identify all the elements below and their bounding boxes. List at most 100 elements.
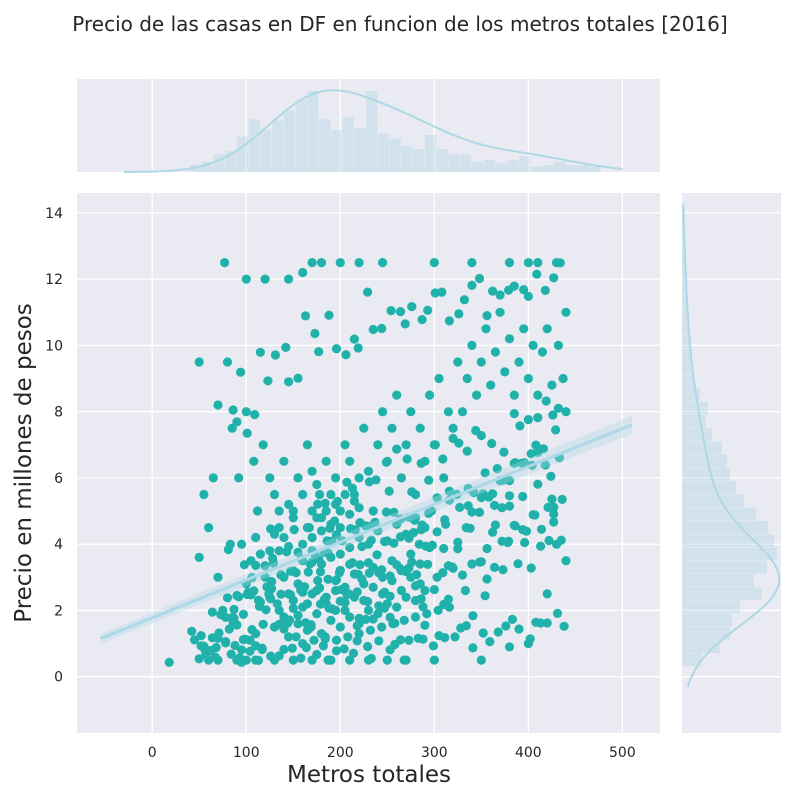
scatter-point (316, 258, 327, 268)
scatter-point (551, 425, 561, 435)
scatter-point (457, 407, 468, 417)
scatter-point (467, 258, 477, 268)
scatter-point (468, 611, 478, 621)
marginal-x-bar (260, 129, 272, 172)
scatter-point (205, 645, 216, 656)
scatter-point (318, 641, 328, 651)
scatter-point (340, 605, 350, 616)
scatter-point (392, 390, 402, 400)
scatter-point (334, 568, 344, 578)
marginal-x-bar (354, 127, 366, 172)
scatter-point (287, 643, 297, 653)
scatter-point (322, 536, 332, 546)
scatter-point (429, 585, 439, 595)
scatter-point (482, 311, 492, 321)
scatter-point (382, 456, 392, 466)
y-tick-label: 8 (54, 405, 63, 421)
scatter-point (439, 473, 449, 483)
scatter-point (514, 357, 524, 367)
scatter-point (326, 615, 336, 626)
scatter-point (520, 458, 530, 468)
scatter-point (509, 281, 519, 291)
scatter-point (523, 373, 534, 384)
scatter-point (454, 309, 464, 319)
scatter-point (250, 410, 260, 420)
scatter-point (381, 507, 391, 517)
scatter-point (423, 305, 433, 315)
marginal-y-bar (682, 467, 730, 481)
scatter-point (242, 428, 252, 438)
marginal-x-bar (213, 154, 225, 172)
scatter-point (237, 645, 247, 655)
marginal-y-bar (682, 547, 777, 561)
scatter-point (420, 456, 430, 466)
scatter-point (228, 405, 238, 415)
scatter-point (472, 390, 482, 400)
scatter-point (462, 446, 472, 456)
scatter-point (218, 605, 228, 616)
scatter-point (293, 619, 303, 629)
scatter-point (345, 542, 355, 553)
scatter-point (370, 517, 380, 527)
scatter-point (528, 340, 538, 350)
scatter-point (482, 574, 492, 584)
scatter-point (298, 539, 308, 549)
scatter-point (208, 473, 218, 483)
scatter-point (387, 423, 397, 433)
scatter-point (320, 498, 330, 508)
scatter-point (542, 324, 552, 334)
scatter-point (265, 592, 275, 602)
scatter-point (220, 258, 230, 268)
scatter-point (323, 574, 333, 584)
scatter-point (222, 357, 233, 367)
marginal-y-bar (682, 534, 774, 547)
y-tick-label: 0 (54, 670, 63, 686)
scatter-point (378, 589, 388, 599)
scatter-point (189, 635, 200, 645)
scatter-point (326, 655, 336, 665)
marginal-x-bar (554, 161, 566, 172)
scatter-point (437, 287, 447, 297)
scatter-point (204, 655, 214, 665)
scatter-point (401, 655, 411, 665)
scatter-point (474, 273, 485, 284)
scatter-point (265, 546, 275, 556)
scatter-point (288, 513, 298, 523)
scatter-point (481, 324, 491, 334)
marginal-y-bar (682, 507, 756, 521)
scatter-point (249, 456, 259, 466)
marginal-x-bar (413, 149, 425, 172)
scatter-point (415, 579, 425, 589)
scatter-point (372, 550, 382, 560)
scatter-point (340, 440, 350, 450)
scatter-point (424, 475, 434, 485)
scatter-point (345, 655, 355, 665)
scatter-point (490, 520, 500, 530)
scatter-point (251, 532, 261, 543)
scatter-point (298, 267, 308, 278)
scatter-point (504, 258, 515, 268)
scatter-point (207, 607, 217, 617)
marginal-x-bar (295, 99, 307, 172)
scatter-point (514, 624, 524, 634)
scatter-point (406, 549, 416, 559)
scatter-point (331, 646, 342, 656)
scatter-point (225, 539, 235, 549)
scatter-point (404, 635, 414, 645)
marginal-y-bar (682, 494, 744, 508)
scatter-point (444, 486, 454, 496)
scatter-point (255, 347, 265, 357)
scatter-point (559, 621, 569, 631)
marginal-y-bar (682, 375, 694, 388)
scatter-point (377, 622, 387, 632)
scatter-point (536, 524, 547, 534)
scatter-point (229, 613, 239, 623)
scatter-point (260, 274, 270, 284)
scatter-point (553, 340, 564, 350)
scatter-point (468, 643, 478, 653)
scatter-point (546, 471, 556, 481)
scatter-point (532, 269, 542, 279)
scatter-point (415, 559, 425, 569)
marginal-y-histogram (682, 193, 781, 733)
scatter-point (457, 570, 468, 580)
